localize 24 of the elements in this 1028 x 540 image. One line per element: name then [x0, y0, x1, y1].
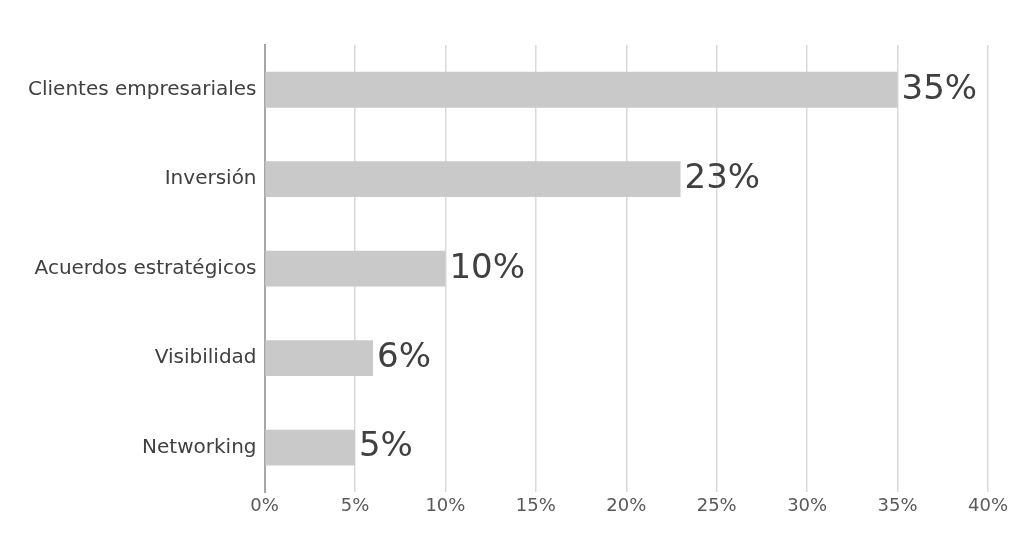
data-label: 5%	[358, 424, 413, 465]
x-tick-label: 0%	[250, 493, 279, 515]
y-tick-label: Networking	[142, 433, 257, 458]
data-label: 23%	[684, 156, 761, 197]
x-tick-label: 5%	[340, 493, 370, 515]
bar	[265, 429, 355, 466]
data-label: 35%	[901, 66, 978, 107]
x-tick-label: 25%	[696, 493, 737, 515]
bar	[265, 250, 446, 287]
bar	[265, 340, 374, 377]
y-tick-label: Visibilidad	[154, 344, 257, 369]
bar	[265, 161, 681, 198]
y-tick-label: Acuerdos estratégicos	[34, 254, 257, 279]
data-label: 10%	[449, 245, 525, 286]
y-tick-label: Inversión	[164, 165, 257, 190]
data-label: 6%	[377, 335, 432, 376]
x-tick-label: 30%	[787, 493, 828, 515]
y-tick-label: Clientes empresariales	[28, 75, 257, 100]
x-tick-label: 35%	[877, 493, 918, 515]
x-tick-label: 10%	[425, 493, 466, 515]
bar	[265, 71, 898, 108]
x-tick-label: 20%	[606, 493, 647, 515]
x-tick-label: 15%	[515, 493, 556, 515]
x-tick-label: 40%	[967, 493, 1009, 515]
